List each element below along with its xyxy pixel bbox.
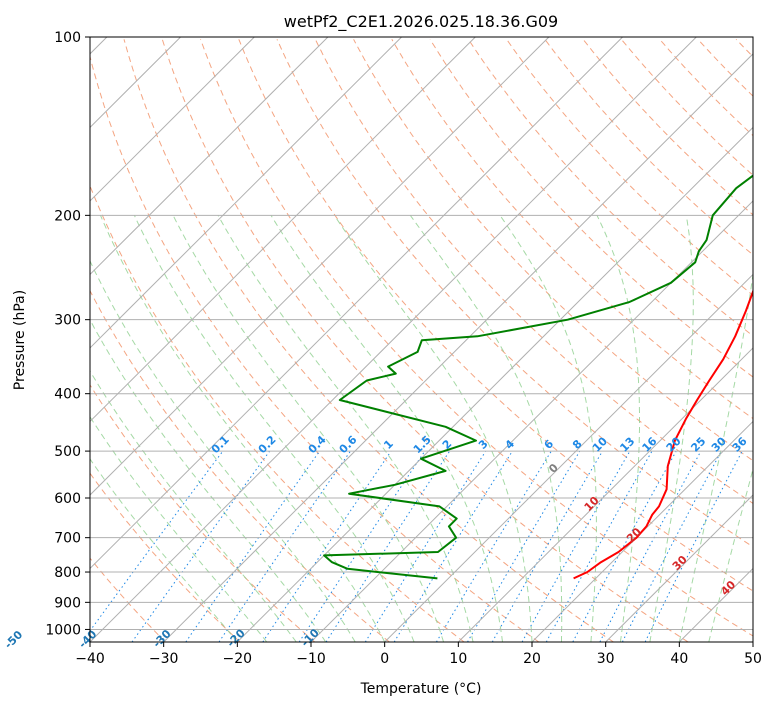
- mixing-ratio-line: [393, 451, 513, 642]
- x-tick-label: 20: [523, 651, 541, 667]
- x-tick-label: 30: [597, 651, 615, 667]
- isotherm-line: [236, 126, 753, 642]
- mixing-ratio-line: [521, 451, 631, 642]
- dry-adiabat-label: -50: [2, 628, 25, 651]
- dry-adiabat-line: [238, 39, 753, 592]
- y-tick-label: 400: [54, 387, 81, 403]
- moist-adiabat-line: [333, 215, 533, 642]
- dry-adiabat-line: [200, 39, 753, 637]
- dry-adiabat-line: [582, 38, 753, 216]
- y-tick-label: 800: [54, 565, 81, 581]
- y-tick-label: 300: [54, 313, 81, 329]
- y-tick-label: 600: [54, 491, 81, 507]
- isotherm-line: [90, 37, 255, 202]
- temperature-profile-line: [573, 288, 753, 580]
- isotherm-line: [457, 347, 753, 642]
- x-tick-label: 40: [670, 651, 688, 667]
- tick-layer: −40 −30 −20 −10 0 10 20 30 40 50 100 200 300 400 500 60…: [45, 30, 762, 667]
- plot-frame: [89, 36, 754, 643]
- moist-adiabat-line: [90, 259, 356, 642]
- y-tick-label: 200: [54, 208, 81, 224]
- isotherm-line: [90, 37, 550, 496]
- x-tick-label: −20: [223, 651, 253, 667]
- dry-adiabat-line: [276, 39, 753, 548]
- x-tick-label: 10: [449, 651, 467, 667]
- chart-title: wetPf2_C2E1.2026.025.18.36.G09: [284, 12, 558, 32]
- x-tick-label: −10: [296, 651, 326, 667]
- moist-adiabat-line: [90, 415, 268, 642]
- y-axis-label: Pressure (hPa): [12, 290, 28, 390]
- curve-layer: [323, 174, 753, 580]
- mixing-ratio-line: [467, 451, 581, 642]
- moist-adiabat-line: [90, 458, 238, 642]
- moist-adiabat-line: [90, 318, 327, 642]
- mixing-ratio-line: [90, 451, 223, 632]
- mixing-ratio-line: [572, 451, 677, 642]
- moist-adiabat-line: [270, 215, 503, 642]
- x-tick-label: −30: [149, 651, 179, 667]
- x-tick-label: 0: [380, 651, 389, 667]
- moist-adiabat-line: [678, 270, 753, 642]
- moist-adiabat-line: [596, 215, 640, 642]
- moist-adiabat-line: [172, 215, 445, 642]
- dry-adiabat-line: [90, 54, 540, 642]
- x-tick-label: 50: [744, 651, 762, 667]
- y-tick-label: 100: [54, 30, 81, 46]
- mixing-ratio-line: [325, 451, 450, 642]
- dry-adiabat-line: [620, 38, 753, 176]
- moist-adiabat-line: [100, 215, 386, 642]
- moist-adiabat-line: [90, 370, 297, 642]
- x-tick-label: −40: [75, 651, 105, 667]
- isotherm-line: [90, 37, 402, 349]
- isotherm-line: [310, 200, 753, 642]
- moist-adiabat-line: [133, 215, 415, 642]
- isotherm-line: [90, 37, 329, 276]
- dry-adiabat-line: [123, 39, 614, 642]
- isotherm-line: [90, 37, 623, 570]
- mixing-ratio-line: [491, 451, 603, 642]
- moist-adiabat-line: [649, 215, 694, 642]
- isotherm-line: [90, 37, 476, 423]
- mixing-ratio-line: [364, 451, 487, 642]
- moist-adiabat-line: [409, 215, 563, 642]
- isotherm-line: [752, 641, 753, 642]
- moist-adiabat-line: [217, 215, 474, 642]
- moist-adiabat-line: [499, 215, 597, 642]
- dry-adiabat-line: [90, 384, 316, 642]
- isotherm-line: [163, 53, 753, 642]
- mixing-ratio-line: [435, 451, 552, 642]
- isotherm-line: [384, 273, 753, 642]
- dry-adiabat-line: [161, 39, 689, 642]
- y-tick-label: 900: [54, 595, 81, 611]
- mixing-ratio-line: [185, 451, 320, 642]
- dry-adiabat-line: [90, 289, 390, 642]
- dewpoint-profile-line: [323, 174, 753, 580]
- dry-adiabat-line: [391, 39, 753, 420]
- isotherm-line: [605, 494, 753, 642]
- dry-adiabat-line: [467, 39, 753, 337]
- y-tick-label: 500: [54, 444, 81, 460]
- x-axis-label: Temperature (°C): [360, 681, 482, 697]
- y-tick-label: 700: [54, 531, 81, 547]
- isotherm-line: [90, 37, 697, 642]
- y-tick-label: 1000: [45, 622, 81, 638]
- mixing-ratio-line: [131, 451, 270, 642]
- dry-adiabat-line: [353, 39, 753, 462]
- grid-layer: [90, 37, 753, 642]
